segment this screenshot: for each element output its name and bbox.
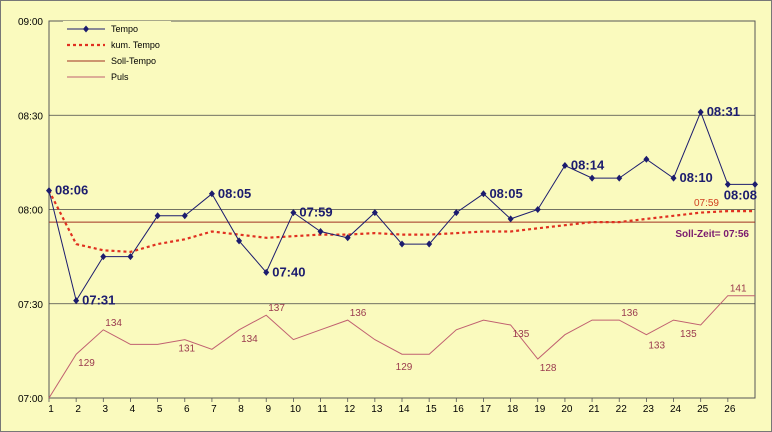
x-tick-label: 7 bbox=[211, 404, 217, 415]
x-tick-label: 18 bbox=[507, 404, 519, 415]
tempo-data-label: 07:59 bbox=[299, 205, 332, 220]
x-tick-label: 3 bbox=[103, 404, 109, 415]
tempo-point bbox=[181, 212, 188, 220]
tempo-point bbox=[752, 180, 758, 188]
x-tick-label: 17 bbox=[480, 404, 492, 415]
series-puls-line bbox=[48, 295, 755, 399]
x-tick-label: 24 bbox=[670, 404, 682, 415]
x-tick-label: 5 bbox=[157, 404, 163, 415]
legend-marker-tempo bbox=[83, 25, 89, 33]
tempo-data-label: 08:05 bbox=[218, 186, 251, 201]
tempo-point bbox=[534, 206, 541, 213]
x-tick-label: 14 bbox=[398, 404, 410, 415]
x-tick-label: 10 bbox=[290, 404, 302, 415]
x-tick-label: 2 bbox=[75, 404, 81, 415]
x-tick-label: 20 bbox=[561, 404, 573, 415]
puls-data-label: 136 bbox=[621, 308, 638, 319]
x-tick-label: 9 bbox=[265, 404, 271, 415]
puls-data-label: 133 bbox=[648, 341, 665, 352]
tempo-data-label: 08:05 bbox=[489, 186, 522, 201]
puls-data-label: 131 bbox=[178, 344, 195, 355]
legend-label: kum. Tempo bbox=[111, 40, 160, 50]
tempo-point bbox=[236, 237, 243, 245]
puls-data-label: 129 bbox=[78, 358, 95, 369]
tempo-point bbox=[100, 253, 107, 261]
puls-data-label: 141 bbox=[730, 284, 747, 295]
tempo-point bbox=[480, 190, 487, 198]
legend-label: Tempo bbox=[111, 24, 138, 34]
tempo-data-label: 07:40 bbox=[272, 264, 305, 279]
series-kum-tempo-line bbox=[48, 190, 755, 254]
x-tick-label: 23 bbox=[643, 404, 655, 415]
y-tick-label: 08:00 bbox=[18, 206, 43, 217]
tempo-point bbox=[561, 162, 568, 170]
x-tick-label: 21 bbox=[589, 404, 601, 415]
x-tick-label: 13 bbox=[371, 404, 383, 415]
puls-data-label: 137 bbox=[268, 303, 285, 314]
y-tick-label: 07:30 bbox=[18, 300, 43, 311]
x-tick-label: 22 bbox=[616, 404, 628, 415]
tempo-point bbox=[453, 209, 460, 217]
puls-data-label: 128 bbox=[540, 363, 557, 374]
x-tick-label: 8 bbox=[238, 404, 244, 415]
tempo-data-label: 08:08 bbox=[724, 187, 757, 202]
tempo-point bbox=[263, 268, 270, 276]
tempo-point bbox=[208, 190, 215, 198]
legend-box bbox=[63, 21, 171, 91]
puls-data-label: 129 bbox=[396, 362, 413, 373]
tempo-point bbox=[670, 174, 677, 182]
soll-zeit-annotation: Soll-Zeit= 07:56 bbox=[675, 229, 749, 240]
kum-tempo-end-label: 07:59 bbox=[694, 198, 719, 209]
x-tick-label: 16 bbox=[453, 404, 465, 415]
tempo-point bbox=[697, 108, 704, 116]
tempo-point bbox=[507, 215, 514, 223]
puls-data-label: 135 bbox=[513, 329, 530, 340]
tempo-point bbox=[46, 187, 52, 195]
x-tick-label: 26 bbox=[724, 404, 736, 415]
tempo-point bbox=[399, 240, 405, 248]
tempo-point bbox=[589, 174, 596, 182]
y-tick-label: 08:30 bbox=[18, 111, 43, 122]
legend-label: Soll-Tempo bbox=[111, 56, 156, 66]
x-tick-label: 6 bbox=[184, 404, 190, 415]
tempo-data-label: 08:10 bbox=[680, 170, 713, 185]
puls-data-label: 134 bbox=[241, 334, 258, 345]
x-tick-label: 19 bbox=[534, 404, 546, 415]
tempo-data-label: 08:06 bbox=[55, 183, 88, 198]
tempo-point bbox=[317, 227, 324, 235]
tempo-point bbox=[643, 155, 650, 163]
x-tick-label: 11 bbox=[317, 404, 328, 415]
x-tick-label: 12 bbox=[344, 404, 356, 415]
tempo-point bbox=[371, 209, 378, 217]
tempo-data-label: 07:31 bbox=[82, 293, 115, 308]
x-tick-label: 25 bbox=[697, 404, 709, 415]
tempo-point bbox=[154, 212, 161, 220]
puls-data-label: 135 bbox=[680, 329, 697, 340]
legend-label: Puls bbox=[111, 72, 129, 82]
tempo-point bbox=[724, 180, 731, 188]
puls-data-label: 136 bbox=[350, 308, 367, 319]
x-tick-label: 15 bbox=[426, 404, 438, 415]
y-tick-label: 09:00 bbox=[18, 17, 43, 28]
tempo-point bbox=[344, 234, 351, 242]
y-tick-label: 07:00 bbox=[18, 394, 43, 405]
tempo-point bbox=[616, 174, 623, 182]
puls-data-label: 134 bbox=[105, 318, 122, 329]
x-tick-label: 4 bbox=[130, 404, 136, 415]
tempo-point bbox=[290, 209, 297, 217]
tempo-data-label: 08:31 bbox=[707, 104, 740, 119]
tempo-point bbox=[426, 240, 433, 248]
x-tick-label: 1 bbox=[48, 404, 54, 415]
tempo-point bbox=[73, 297, 80, 305]
tempo-data-label: 08:14 bbox=[571, 158, 605, 173]
